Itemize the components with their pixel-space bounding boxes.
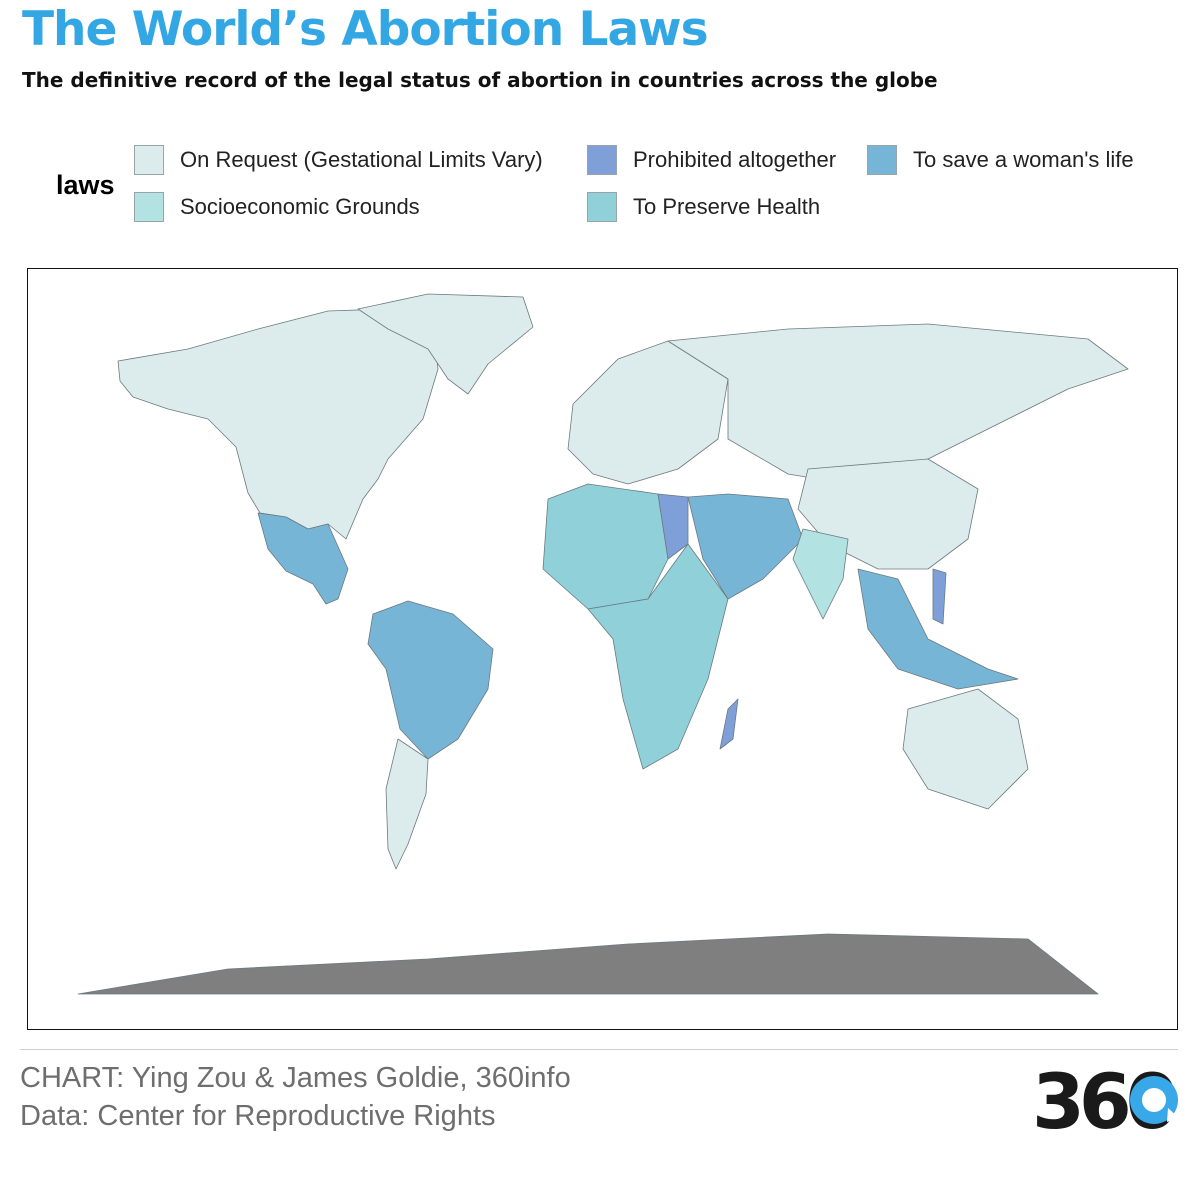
chart-credit: CHART: Ying Zou & James Goldie, 360info — [20, 1062, 571, 1094]
region-philippines — [932, 568, 947, 625]
data-credit: Data: Center for Reproductive Rights — [20, 1100, 496, 1132]
region-south-america-south — [385, 738, 429, 870]
region-middle-east — [687, 493, 804, 600]
region-south-america-north — [367, 600, 494, 760]
legend-label-prohibited: Prohibited altogether — [633, 147, 837, 172]
legend-swatch-on-request — [134, 145, 164, 175]
region-north-america — [117, 308, 439, 540]
region-madagascar — [719, 698, 739, 750]
region-southeast-asia — [857, 568, 1019, 690]
region-mexico-central-america — [257, 512, 349, 605]
footer-divider — [20, 1049, 1178, 1050]
legend-label-on-request: On Request (Gestational Limits Vary) — [180, 147, 543, 172]
legend-swatch-prohibited — [587, 145, 617, 175]
region-europe — [567, 340, 729, 485]
legend-title: laws — [56, 170, 115, 200]
legend-swatch-preserve-health — [587, 192, 617, 222]
page-subtitle: The definitive record of the legal statu… — [22, 68, 938, 92]
region-greenland — [357, 293, 534, 395]
legend-item-on-request: On Request (Gestational Limits Vary) — [134, 145, 543, 175]
legend-item-save-life: To save a woman's life — [867, 145, 1134, 175]
legend-label-save-life: To save a woman's life — [913, 147, 1134, 172]
region-antarctica — [77, 933, 1099, 995]
region-north-africa — [542, 483, 669, 610]
legend-swatch-save-life — [867, 145, 897, 175]
legend-swatch-socioeconomic — [134, 192, 164, 222]
region-russia-central-asia — [667, 323, 1129, 485]
world-map-canvas — [77, 293, 1129, 995]
region-india — [792, 528, 849, 620]
legend-item-prohibited: Prohibited altogether — [587, 145, 836, 175]
legend-item-socioeconomic: Socioeconomic Grounds — [134, 192, 420, 222]
world-map[interactable] — [27, 268, 1178, 1030]
legend-item-preserve-health: To Preserve Health — [587, 192, 820, 222]
360info-logo: 360 — [1032, 1064, 1182, 1136]
legend-label-preserve-health: To Preserve Health — [633, 194, 821, 219]
page-title: The World’s Abortion Laws — [22, 2, 709, 57]
region-australia — [902, 688, 1029, 810]
legend-label-socioeconomic: Socioeconomic Grounds — [180, 194, 420, 219]
region-sub-saharan-africa — [587, 543, 729, 770]
